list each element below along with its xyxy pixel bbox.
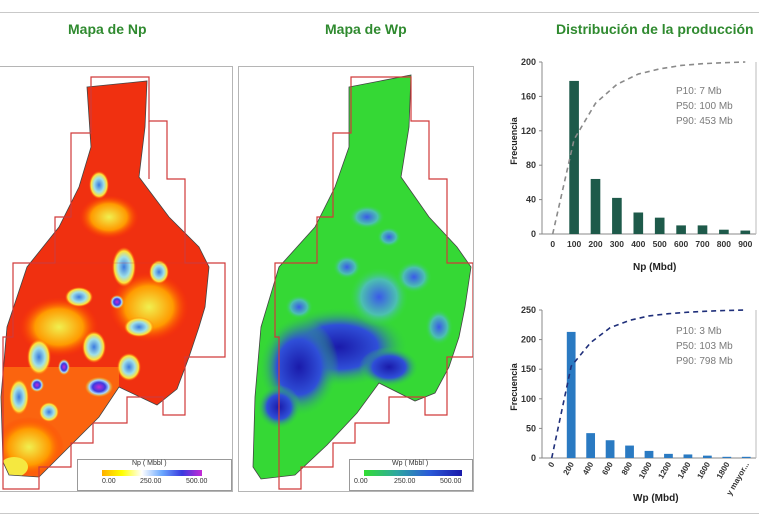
wp-x-tick-label: 400 (581, 460, 596, 477)
wp-cumulative-curve (550, 309, 747, 459)
wp-x-tick-label: 800 (620, 460, 635, 477)
np-legend: Np ( Mbbl ) 0.00 250.00 500.00 (77, 459, 232, 491)
np-stats: P10: 7 Mb P50: 100 Mb P90: 453 Mb (676, 84, 733, 129)
np-stat-p10: P10: 7 Mb (676, 86, 722, 97)
wp-stat-p50: P50: 103 Mb (676, 341, 733, 352)
wp-x-tick-label: 1600 (695, 460, 712, 480)
np-x-tick-label: 200 (588, 239, 602, 249)
wp-bar (683, 454, 693, 458)
wp-legend: Wp ( Mbbl ) 0.00 250.00 500.00 (349, 459, 473, 491)
np-legend-colorbar (102, 470, 202, 476)
np-x-tick-label: 500 (653, 239, 667, 249)
figure-frame (0, 12, 759, 514)
wp-x-tick-label: 600 (600, 460, 615, 477)
wp-y-tick-label: 50 (526, 423, 536, 433)
np-bar (697, 225, 708, 234)
np-legend-tick-mid: 250.00 (140, 478, 162, 485)
np-bar (719, 229, 729, 234)
np-x-tick-label: 400 (631, 239, 645, 249)
np-y-tick-label: 160 (521, 91, 536, 101)
np-histogram-chart: 0 40 80 120 160 200 0 100 200 300 400 500 600 700 800 9… (521, 57, 757, 249)
np-bar (740, 230, 751, 234)
np-x-tick-label: 700 (695, 239, 709, 249)
wp-stats: P10: 3 Mb P50: 103 Mb P90: 798 Mb (676, 324, 733, 369)
np-y-tick-label: 200 (521, 57, 536, 67)
wp-legend-title: Wp ( Mbbl ) (392, 460, 429, 467)
wp-histogram-panel: Frecuencia Wp (Mbd) P10: 3 Mb P50: 103 M… (498, 302, 760, 512)
np-map-panel: Np ( Mbbl ) 0.00 250.00 500.00 (0, 66, 233, 492)
np-legend-tick-min: 0.00 (102, 478, 116, 485)
wp-legend-tick-max: 500.00 (440, 478, 462, 485)
np-y-tick-label: 120 (521, 126, 536, 136)
wp-bar (566, 331, 576, 458)
np-bar (654, 217, 665, 234)
wp-legend-tick-mid: 250.00 (394, 478, 416, 485)
wp-bar (664, 453, 673, 458)
wp-x-tick-label: 200 (561, 460, 576, 477)
np-bar (676, 225, 686, 234)
np-x-tick-label: 100 (567, 239, 581, 249)
np-bar (633, 212, 644, 234)
wp-y-tick-label: 100 (521, 394, 536, 404)
np-y-tick-label: 0 (531, 229, 536, 239)
wp-histogram-chart: 0 50 100 150 200 250 0 200 400 600 800 1000 1200 1400… (521, 305, 757, 497)
wp-legend-colorbar (364, 470, 462, 476)
wp-bar (586, 433, 596, 458)
wp-legend-tick-min: 0.00 (354, 478, 368, 485)
np-y-tick-label: 40 (526, 195, 536, 205)
wp-y-tick-label: 150 (521, 364, 536, 374)
wp-bar (741, 456, 751, 458)
np-x-tick-label: 0 (550, 239, 555, 249)
wp-bar (702, 455, 712, 458)
wp-y-tick-label: 250 (521, 305, 536, 315)
np-legend-title: Np ( Mbbl ) (132, 460, 167, 467)
np-bar (569, 80, 579, 234)
wp-x-tick-label: 1400 (676, 460, 693, 480)
wp-bar (605, 440, 615, 458)
np-x-axis-label: Np (Mbd) (633, 262, 677, 273)
wp-bar (625, 445, 634, 458)
wp-map-panel: Wp ( Mbbl ) 0.00 250.00 500.00 (238, 66, 474, 492)
np-cumulative-curve (551, 61, 746, 235)
np-x-tick-label: 600 (674, 239, 688, 249)
np-x-tick-label: 900 (738, 239, 752, 249)
wp-bar (644, 450, 654, 458)
wp-x-axis-label: Wp (Mbd) (633, 493, 679, 504)
wp-map-title: Mapa de Wp (325, 21, 407, 37)
wp-y-tick-label: 0 (531, 453, 536, 463)
np-bar (612, 197, 622, 234)
wp-stat-p90: P90: 798 Mb (676, 356, 733, 367)
np-histogram-panel: Frecuencia Np (Mbd) P10: 7 Mb P50: 100 M… (498, 56, 760, 278)
wp-map-image (252, 74, 474, 490)
wp-x-tick-label: 0 (546, 460, 556, 469)
wp-stat-p10: P10: 3 Mb (676, 326, 722, 337)
np-y-tick-label: 80 (526, 160, 536, 170)
np-map-image (0, 76, 226, 490)
np-x-tick-label: 800 (717, 239, 731, 249)
wp-x-tick-label: 1800 (715, 460, 732, 480)
np-legend-tick-max: 500.00 (186, 478, 208, 485)
wp-x-tick-label: 1000 (637, 460, 654, 480)
np-stat-p50: P50: 100 Mb (676, 101, 733, 112)
wp-bar (722, 456, 732, 458)
wp-y-tick-label: 200 (521, 335, 536, 345)
wp-x-tick-label: 1200 (656, 460, 673, 480)
distribution-title: Distribución de la producción (556, 21, 754, 37)
np-x-tick-label: 300 (610, 239, 624, 249)
np-map-title: Mapa de Np (68, 21, 147, 37)
np-bar (590, 178, 601, 234)
np-stat-p90: P90: 453 Mb (676, 116, 733, 127)
